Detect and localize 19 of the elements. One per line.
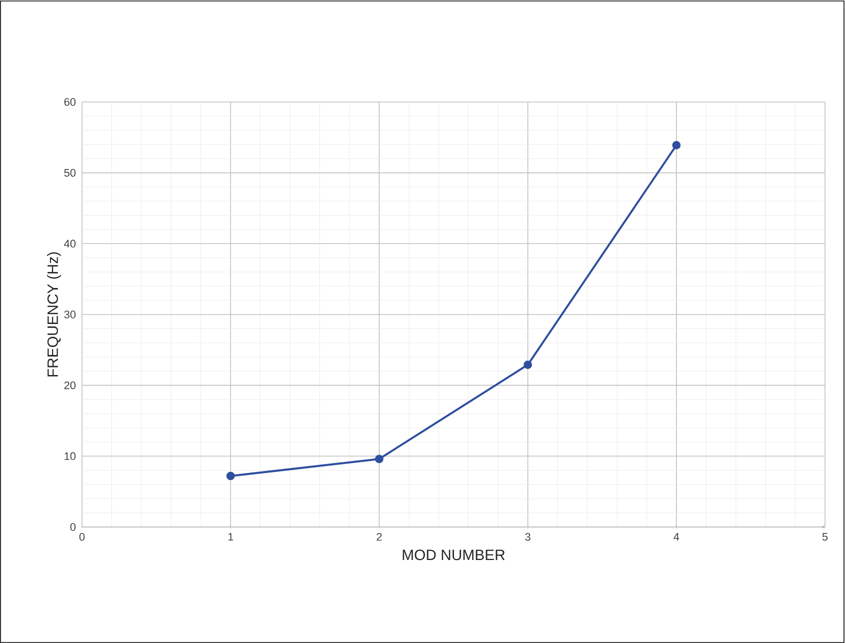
x-tick-label: 2: [376, 533, 382, 541]
x-tick-label: 4: [674, 533, 680, 541]
x-tick-label: 3: [525, 533, 530, 541]
point: [672, 140, 681, 150]
y-tick-label: 30: [64, 310, 76, 318]
x-tick-label: 0: [79, 533, 85, 541]
x-tick-label: 5: [822, 533, 828, 541]
point: [226, 472, 235, 480]
y-axis-title: FREQUENCY (Hz): [47, 252, 61, 376]
point: [524, 360, 532, 369]
y-tick-label: 60: [64, 98, 76, 106]
x-axis-title: MOD NUMBER: [402, 550, 505, 560]
y-tick-label: 50: [64, 168, 76, 177]
y-tick-label: 20: [64, 381, 76, 390]
point: [375, 454, 384, 464]
x-tick-label: 1: [228, 533, 234, 541]
y-tick-label: 40: [64, 240, 76, 248]
y-tick-label: 10: [64, 452, 76, 460]
y-tick-label: 0: [70, 523, 76, 531]
